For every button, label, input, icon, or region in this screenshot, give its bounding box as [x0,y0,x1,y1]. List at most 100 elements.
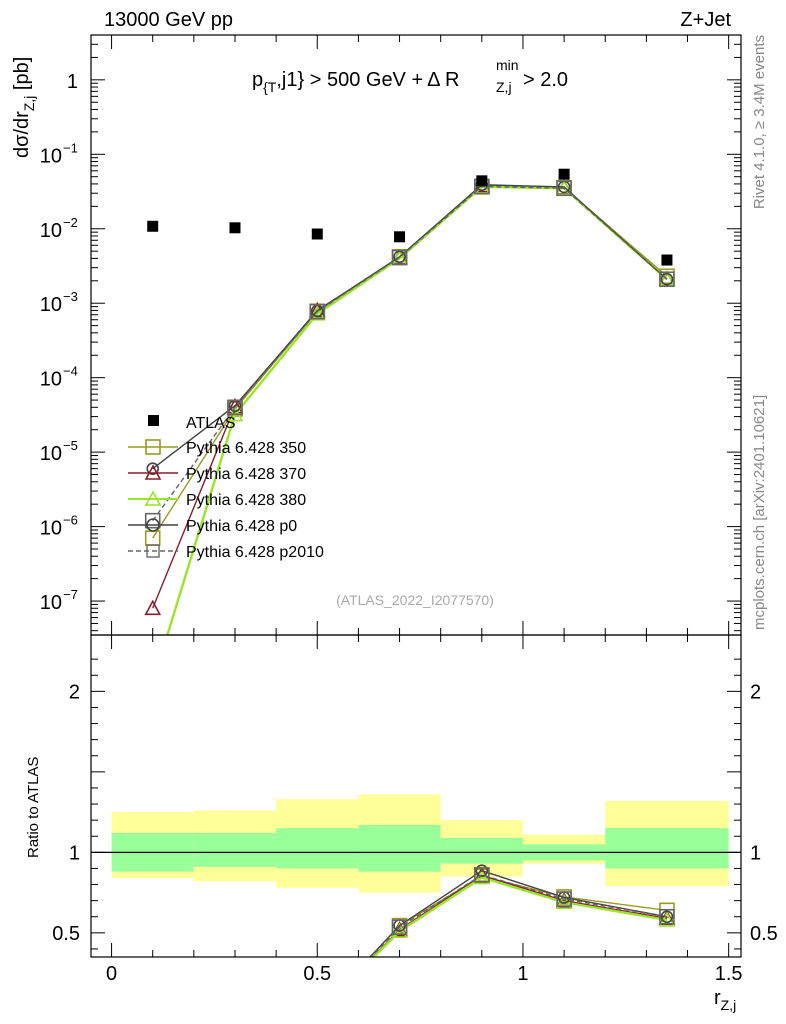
ratio-band-inner [193,833,277,867]
cut-mid: ,j1} > 500 GeV + [276,69,423,91]
series-point-p2010 [556,180,572,197]
y-main-tick-label: 10 [40,443,62,465]
y-main-tick-exp: −4 [63,364,78,379]
legend-atlas-marker [148,415,159,426]
atlas-data-point [661,254,673,266]
x-tick-label: 0.5 [303,963,331,985]
series-point-p370 [226,397,244,414]
series-point-p0 [660,272,674,286]
series-point-p2010 [144,512,161,529]
y-main-tick-label: 10 [40,220,62,242]
atlas-data-point [311,228,323,240]
tick-labels: 0 0.5 1 1.510−710−610−510−410−310−210 −110.5… [40,71,778,985]
legend-p2010-label: Pythia 6.428 p2010 [186,544,324,561]
atlas-data-point [147,220,159,232]
series-point-p0 [146,462,160,475]
y-main-tick-label: 10 [40,369,62,391]
cut-sub-t: {T [263,79,277,95]
y-main-unit: [pb] [11,57,33,96]
ratio-line-p370 [371,874,668,957]
legend-p0-label: Pythia 6.428 p0 [186,518,297,535]
cut-sup-min: min [496,57,519,73]
ratio-point-p0 [475,864,489,878]
mcplots-label: mcplots.cern.ch [arXiv:2401.10621] [751,395,768,630]
y-ratio-label: Ratio to ATLAS [25,757,42,858]
data-points [147,168,673,266]
series-point-p2010 [227,399,243,416]
series-main-p350 [144,179,675,546]
atlas-data-point [476,175,488,187]
atlas-data-point [394,231,406,243]
series-ratio-p2010 [370,867,675,957]
ratio-line-p350 [369,875,668,957]
legend-p0-marker [146,518,160,532]
ratio-point-p2010 [474,867,490,883]
x-axis-label: rZ,j [714,987,736,1013]
y-main-tick-exp: −3 [63,289,78,304]
y-main-tick-exp: −7 [63,587,78,602]
ratio-point-p0 [660,910,674,924]
y-main-tick-label: 1 [67,71,78,93]
y-ratio-tick-label: 2 [69,681,80,703]
uncertainty-bands [91,794,741,893]
ratio-line-p380 [372,876,668,957]
y-ratio-tick-label-right: 1 [750,842,761,864]
process-label: Z+Jet [680,9,731,31]
legend-p2010-marker [146,544,160,558]
series-point-p2010 [659,271,675,288]
legend-p370-marker [144,464,162,480]
x-label-r: r [714,987,721,1009]
ratio-point-p2010 [556,891,572,907]
x-tick-label: 1.5 [715,963,743,985]
y-main-tick-label: 10 [40,294,62,316]
y-main-sub: Z,j [21,96,37,112]
y-main-tick-label: 10 [40,518,62,540]
ratio-point-p2010 [391,919,408,936]
legend-p370-label: Pythia 6.428 370 [186,466,306,483]
cut-sub-zj: Z,j [496,79,512,95]
legend: ATLAS Pythia 6.428 350 Pythia 6.428 370 … [128,415,324,561]
y-main-tick-label: 10 [40,592,62,614]
series-line-p0 [152,184,668,470]
series-point-p370 [144,599,162,616]
series-point-p380 [308,305,326,321]
x-tick-label: 0 [106,963,117,985]
y-ratio-tick-label-right: 0.5 [750,923,778,945]
cut-end: > 2.0 [523,69,568,91]
series-line-p350 [152,186,668,539]
y-main-label: dσ/drZ,j [pb] [11,57,37,158]
series-main-p2010 [144,178,675,529]
atlas-data-point [229,222,241,234]
ratio-band-inner [276,828,359,869]
energy-label: 13000 GeV pp [104,9,233,31]
ratio-band-inner [358,824,441,872]
legend-p350-label: Pythia 6.428 350 [186,440,306,457]
y-main-tick-exp: −5 [63,438,78,453]
cut-delta: Δ R [427,69,459,91]
ratio-point-p380 [658,911,676,927]
ratio-band-inner [440,837,523,864]
ratio-line-p2010 [370,874,668,957]
y-main-tick-exp: −6 [63,513,78,528]
ratio-panel-frame [90,634,742,958]
y-ratio-tick-label: 0.5 [52,923,80,945]
y-main-tick-exp: −2 [63,215,78,230]
y-ratio-tick-label-right: 2 [750,681,761,703]
atlas-data-point [558,168,570,180]
legend-p380-marker [144,490,162,506]
legend-p350-marker [145,439,161,455]
ratio-band-inner [605,828,729,869]
x-tick-label: 1 [517,963,528,985]
series-point-p2010 [309,303,326,320]
cut-p: p [252,69,263,91]
series-point-p2010 [391,249,408,266]
ratio-point-p2010 [659,908,675,925]
y-ratio-tick-label: 1 [69,842,80,864]
rivet-label: Rivet 4.1.0, ≥ 3.4M events [751,35,768,209]
y-main-tick-exp: −1 [63,140,78,155]
cut-annotation: p{T,j1} > 500 GeV + Δ R [252,69,459,95]
y-main-tick-label: 10 [40,145,62,167]
legend-atlas-label: ATLAS [186,415,236,432]
ratio-line-p0 [369,869,668,957]
